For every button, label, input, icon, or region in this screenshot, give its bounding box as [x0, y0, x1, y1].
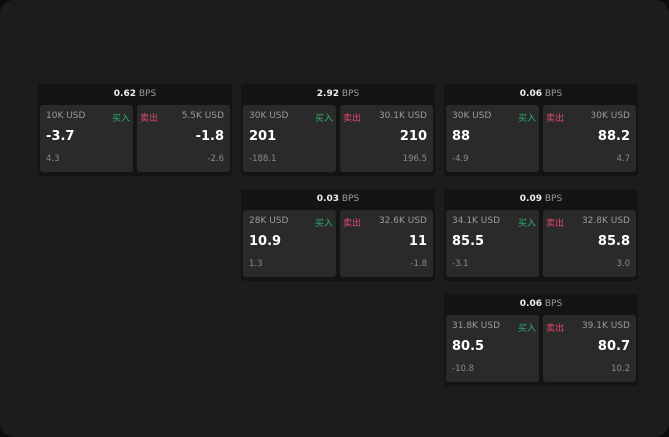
sell-size: 30K USD — [590, 111, 630, 121]
buy-cell[interactable]: 28K USD 买入 10.9 1.3 — [243, 210, 336, 277]
quote-card: 0.06 BPS 30K USD 买入 88 -4.9 卖出 30K USD 8… — [444, 84, 638, 176]
spread-header: 0.03 BPS — [241, 189, 435, 210]
buy-price: 85.5 — [452, 234, 485, 249]
buy-change: -188.1 — [249, 154, 277, 164]
buy-change: 4.3 — [46, 154, 60, 164]
buy-price: 10.9 — [249, 234, 282, 249]
buy-cell[interactable]: 34.1K USD 买入 85.5 -3.1 — [446, 210, 539, 277]
sell-price: -1.8 — [195, 129, 224, 144]
buy-change: 1.3 — [249, 259, 263, 269]
sell-size: 5.5K USD — [181, 111, 224, 121]
buy-price: 80.5 — [452, 339, 485, 354]
sell-size: 32.8K USD — [581, 216, 630, 226]
buy-label: 买入 — [517, 114, 536, 124]
sell-price: 11 — [408, 234, 427, 249]
sell-label: 卖出 — [546, 324, 565, 334]
sell-cell[interactable]: 卖出 32.6K USD 11 -1.8 — [340, 210, 433, 277]
buy-price: -3.7 — [46, 129, 75, 144]
buy-cell[interactable]: 10K USD 买入 -3.7 4.3 — [40, 105, 133, 172]
buy-price: 201 — [249, 129, 277, 144]
sell-price: 85.8 — [597, 234, 630, 249]
sell-change: 10.2 — [611, 364, 630, 374]
spread-value: 0.09 — [519, 194, 542, 204]
spread-value: 0.06 — [519, 89, 542, 99]
buy-label: 买入 — [314, 219, 333, 229]
spread-unit: BPS — [544, 89, 563, 99]
quote-card: 0.03 BPS 28K USD 买入 10.9 1.3 卖出 32.6K US… — [241, 189, 435, 281]
sell-label: 卖出 — [343, 219, 362, 229]
spread-unit: BPS — [138, 89, 157, 99]
sell-label: 卖出 — [546, 219, 565, 229]
spread-unit: BPS — [341, 89, 360, 99]
spread-unit: BPS — [544, 194, 563, 204]
spread-header: 2.92 BPS — [241, 84, 435, 105]
sell-size: 39.1K USD — [581, 321, 630, 331]
sell-change: 196.5 — [402, 154, 427, 164]
sell-cell[interactable]: 卖出 30.1K USD 210 196.5 — [340, 105, 433, 172]
quote-card: 0.06 BPS 31.8K USD 买入 80.5 -10.8 卖出 39.1… — [444, 294, 638, 386]
quote-card: 0.09 BPS 34.1K USD 买入 85.5 -3.1 卖出 32.8K… — [444, 189, 638, 281]
sell-price: 80.7 — [597, 339, 630, 354]
quote-card: 2.92 BPS 30K USD 买入 201 -188.1 卖出 30.1K … — [241, 84, 435, 176]
spread-unit: BPS — [341, 194, 360, 204]
buy-label: 买入 — [517, 324, 536, 334]
sell-price: 88.2 — [597, 129, 630, 144]
buy-label: 买入 — [111, 114, 130, 124]
buy-label: 买入 — [517, 219, 536, 229]
buy-cell[interactable]: 31.8K USD 买入 80.5 -10.8 — [446, 315, 539, 382]
buy-size: 30K USD — [249, 111, 289, 121]
sell-size: 30.1K USD — [378, 111, 427, 121]
buy-cell[interactable]: 30K USD 买入 88 -4.9 — [446, 105, 539, 172]
sell-change: 4.7 — [616, 154, 630, 164]
sell-change: 3.0 — [616, 259, 630, 269]
buy-price: 88 — [452, 129, 471, 144]
spread-value: 0.03 — [316, 194, 339, 204]
sell-cell[interactable]: 卖出 32.8K USD 85.8 3.0 — [543, 210, 636, 277]
spread-value: 0.06 — [519, 299, 542, 309]
sell-price: 210 — [399, 129, 427, 144]
sell-size: 32.6K USD — [378, 216, 427, 226]
buy-change: -3.1 — [452, 259, 469, 269]
spread-header: 0.06 BPS — [444, 84, 638, 105]
sell-cell[interactable]: 卖出 30K USD 88.2 4.7 — [543, 105, 636, 172]
buy-size: 31.8K USD — [452, 321, 501, 331]
sell-label: 卖出 — [546, 114, 565, 124]
spread-header: 0.09 BPS — [444, 189, 638, 210]
buy-size: 28K USD — [249, 216, 289, 226]
spread-value: 2.92 — [316, 89, 339, 99]
spread-value: 0.62 — [113, 89, 136, 99]
spread-unit: BPS — [544, 299, 563, 309]
buy-change: -10.8 — [452, 364, 474, 374]
sell-change: -2.6 — [207, 154, 224, 164]
sell-label: 卖出 — [140, 114, 159, 124]
sell-cell[interactable]: 卖出 39.1K USD 80.7 10.2 — [543, 315, 636, 382]
buy-cell[interactable]: 30K USD 买入 201 -188.1 — [243, 105, 336, 172]
buy-label: 买入 — [314, 114, 333, 124]
sell-cell[interactable]: 卖出 5.5K USD -1.8 -2.6 — [137, 105, 230, 172]
buy-change: -4.9 — [452, 154, 469, 164]
quote-card: 0.62 BPS 10K USD 买入 -3.7 4.3 卖出 5.5K USD… — [38, 84, 232, 176]
spread-header: 0.06 BPS — [444, 294, 638, 315]
buy-size: 10K USD — [46, 111, 86, 121]
sell-label: 卖出 — [343, 114, 362, 124]
spread-header: 0.62 BPS — [38, 84, 232, 105]
sell-change: -1.8 — [410, 259, 427, 269]
buy-size: 34.1K USD — [452, 216, 501, 226]
buy-size: 30K USD — [452, 111, 492, 121]
